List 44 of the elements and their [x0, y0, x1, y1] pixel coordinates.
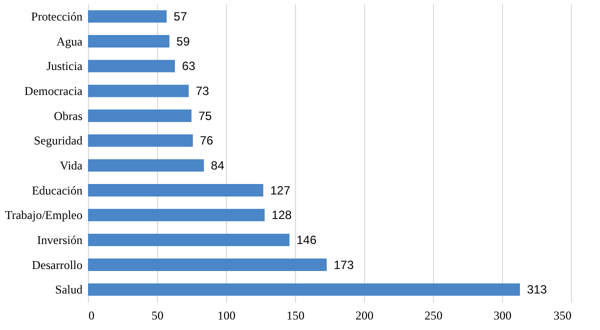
bar [88, 184, 264, 196]
y-tick-label: Justicia [46, 59, 84, 74]
bar [88, 35, 170, 48]
bar [88, 159, 204, 172]
y-tick-label: Desarrollo [32, 258, 82, 272]
x-tick-label: 100 [218, 308, 236, 322]
data-label: 75 [198, 108, 212, 123]
bar [88, 134, 193, 147]
data-label: 313 [526, 282, 548, 297]
y-tick-label: Trabajo/Empleo [4, 208, 82, 222]
bar [88, 110, 192, 122]
data-label: 63 [182, 59, 196, 74]
y-tick-label: Vida [60, 158, 84, 172]
x-tick-label: 200 [356, 308, 374, 322]
y-tick-label: Educación [32, 183, 82, 198]
y-tick-label: Agua [56, 34, 84, 48]
x-tick-label: 0 [88, 308, 94, 322]
data-label: 57 [174, 9, 188, 24]
bar [88, 10, 167, 23]
x-tick-label: 300 [494, 308, 512, 322]
y-tick-label: Seguridad [34, 134, 82, 148]
x-tick-label: 350 [554, 308, 572, 322]
x-tick-label: 250 [424, 308, 442, 322]
x-tick-label: 50 [152, 308, 164, 322]
data-label: 84 [210, 158, 225, 172]
data-label: 127 [270, 183, 291, 198]
data-label: 59 [176, 34, 190, 48]
bar [88, 60, 175, 72]
data-label: 73 [196, 84, 210, 98]
data-label: 173 [334, 258, 354, 272]
y-tick-label: Salud [55, 282, 82, 297]
y-tick-label: Democracia [24, 84, 84, 98]
y-tick-label: Protección [31, 9, 82, 24]
data-label: 128 [272, 208, 292, 222]
data-label: 76 [200, 134, 214, 148]
bar [88, 283, 520, 296]
bar [88, 258, 327, 271]
y-tick-label: Obras [54, 108, 83, 123]
bar [88, 208, 265, 222]
y-tick-label: Inversión [37, 232, 82, 247]
x-tick-label: 150 [286, 308, 304, 322]
data-label: 146 [296, 232, 317, 247]
bar [88, 84, 189, 98]
bar [88, 234, 290, 246]
